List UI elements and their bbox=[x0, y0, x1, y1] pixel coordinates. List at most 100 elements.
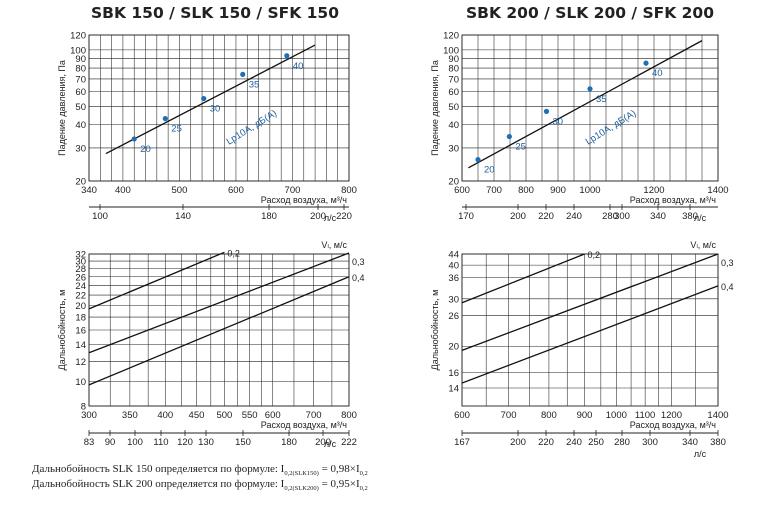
secondary-axis-label: л/с bbox=[694, 213, 707, 223]
y-tick-label: 120 bbox=[70, 31, 86, 42]
secondary-tick-label: 250 bbox=[588, 437, 604, 448]
x-tick-label: 600 bbox=[265, 410, 281, 421]
y-axis-label: Падение давления, Па bbox=[430, 60, 440, 156]
formula-slk150: Дальнобойность SLK 150 определяется по ф… bbox=[32, 463, 368, 478]
series-line bbox=[105, 44, 316, 155]
secondary-tick-label: 380 bbox=[710, 437, 726, 448]
series-line bbox=[461, 285, 719, 384]
secondary-tick-label: 180 bbox=[261, 211, 277, 222]
series-line bbox=[88, 251, 225, 310]
x-tick-label: 700 bbox=[285, 185, 301, 196]
secondary-tick-label: 90 bbox=[105, 437, 116, 448]
secondary-tick-label: 222 bbox=[341, 437, 357, 448]
series-line bbox=[88, 252, 350, 354]
legend-title: Vₗ, м/с bbox=[321, 240, 347, 250]
point-label: 35 bbox=[596, 94, 607, 105]
y-tick-label: 40 bbox=[75, 120, 86, 131]
y-tick-label: 30 bbox=[75, 257, 86, 268]
point-label: 40 bbox=[652, 68, 663, 79]
y-tick-label: 26 bbox=[75, 272, 86, 283]
secondary-tick-label: 240 bbox=[566, 437, 582, 448]
y-axis-label: Падение давления, Па bbox=[57, 60, 67, 156]
x-tick-label: 700 bbox=[306, 410, 322, 421]
x-tick-label: 700 bbox=[501, 410, 517, 421]
x-tick-label: 800 bbox=[341, 410, 357, 421]
secondary-tick-label: 200 bbox=[510, 437, 526, 448]
x-axis-label: Расход воздуха, м³/ч bbox=[261, 195, 348, 205]
y-tick-label: 20 bbox=[448, 177, 459, 188]
secondary-tick-label: 110 bbox=[153, 437, 168, 448]
x-tick-label: 1000 bbox=[579, 185, 600, 196]
secondary-tick-label: 140 bbox=[175, 211, 191, 222]
y-tick-label: 24 bbox=[75, 281, 86, 292]
series-label: 0,4 bbox=[721, 282, 734, 292]
noise-annotation: Lp10A, дБ(А) bbox=[225, 108, 279, 148]
y-tick-label: 16 bbox=[448, 368, 459, 379]
secondary-tick-label: 170 bbox=[458, 211, 474, 222]
y-tick-label: 12 bbox=[75, 357, 86, 368]
x-tick-label: 400 bbox=[115, 185, 131, 196]
y-tick-label: 16 bbox=[75, 326, 86, 337]
point-label: 35 bbox=[249, 79, 260, 90]
y-tick-label: 10 bbox=[75, 377, 86, 388]
point-label: 20 bbox=[140, 144, 151, 155]
point-label: 30 bbox=[210, 104, 221, 115]
secondary-tick-label: 240 bbox=[566, 211, 582, 222]
series-label: 0,2 bbox=[227, 248, 240, 258]
x-tick-label: 600 bbox=[454, 185, 470, 196]
data-point bbox=[284, 53, 290, 59]
secondary-tick-label: 340 bbox=[682, 437, 698, 448]
point-label: 40 bbox=[293, 61, 304, 72]
x-tick-label: 550 bbox=[242, 410, 258, 421]
series-line bbox=[88, 276, 350, 386]
x-axis-label: Расход воздуха, м³/ч bbox=[261, 420, 348, 430]
y-axis-label: Дальнобойность, м bbox=[57, 290, 67, 371]
x-tick-label: 900 bbox=[577, 410, 593, 421]
noise-annotation: Lp10A, дБ(А) bbox=[584, 108, 638, 148]
x-tick-label: 700 bbox=[486, 185, 502, 196]
secondary-axis-label: л/с bbox=[324, 439, 337, 449]
y-tick-label: 8 bbox=[81, 402, 86, 413]
series-label: 0,3 bbox=[352, 257, 365, 267]
secondary-tick-label: 120 bbox=[177, 437, 193, 448]
y-tick-label: 44 bbox=[448, 250, 459, 261]
x-tick-label: 500 bbox=[172, 185, 188, 196]
secondary-tick-label: 200 bbox=[315, 437, 331, 448]
secondary-tick-label: 100 bbox=[127, 437, 143, 448]
y-tick-label: 20 bbox=[75, 177, 86, 188]
y-tick-label: 40 bbox=[448, 120, 459, 131]
y-tick-label: 14 bbox=[448, 383, 459, 394]
y-axis-label: Дальнобойность, м bbox=[430, 290, 440, 371]
y-tick-label: 60 bbox=[448, 87, 459, 98]
x-tick-label: 400 bbox=[157, 410, 173, 421]
y-tick-label: 80 bbox=[75, 64, 86, 75]
y-tick-label: 20 bbox=[75, 301, 86, 312]
chart-title: SBK 200 / SLK 200 / SFK 200 bbox=[466, 4, 714, 22]
secondary-tick-label: 167 bbox=[454, 437, 470, 448]
plot-frame bbox=[461, 253, 719, 407]
secondary-tick-label: 340 bbox=[650, 211, 666, 222]
x-tick-label: 500 bbox=[216, 410, 232, 421]
x-tick-label: 800 bbox=[541, 410, 557, 421]
x-tick-label: 1200 bbox=[643, 185, 664, 196]
y-tick-label: 14 bbox=[75, 340, 86, 351]
y-tick-label: 60 bbox=[75, 87, 86, 98]
y-tick-label: 70 bbox=[75, 74, 86, 85]
y-tick-label: 90 bbox=[448, 54, 459, 65]
x-tick-label: 600 bbox=[454, 410, 470, 421]
secondary-tick-label: 83 bbox=[84, 437, 95, 448]
plot-frame bbox=[461, 34, 719, 182]
plot-frame bbox=[88, 34, 350, 182]
secondary-axis-label: л/с bbox=[324, 213, 337, 223]
data-point bbox=[506, 133, 512, 140]
secondary-tick-label: 180 bbox=[281, 437, 297, 448]
data-point bbox=[587, 86, 593, 92]
x-axis-label: Расход воздуха, м³/ч bbox=[630, 420, 717, 430]
data-point bbox=[543, 108, 550, 114]
data-point bbox=[475, 157, 481, 163]
y-tick-label: 36 bbox=[448, 273, 459, 284]
x-axis-label: Расход воздуха, м³/ч bbox=[630, 195, 717, 205]
secondary-tick-label: 200 bbox=[310, 211, 326, 222]
secondary-tick-label: 100 bbox=[92, 211, 108, 222]
